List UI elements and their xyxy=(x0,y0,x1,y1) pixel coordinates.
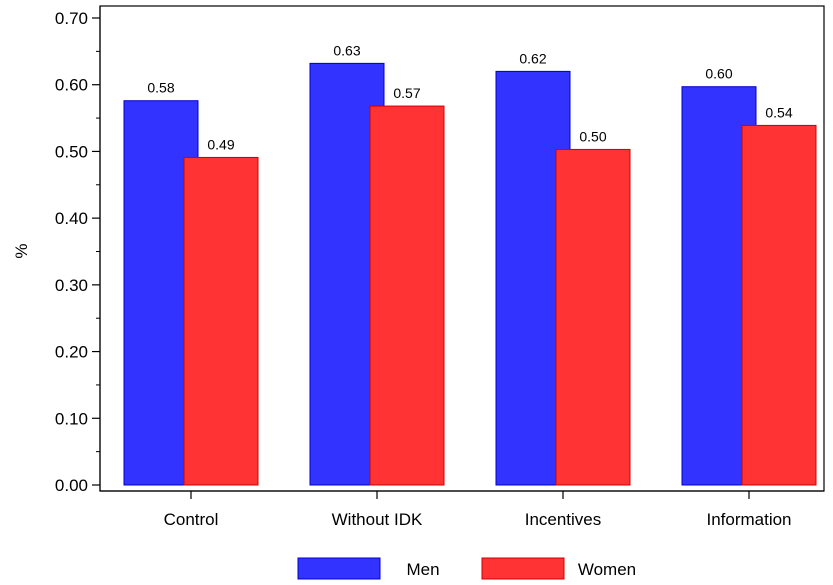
data-label: 0.60 xyxy=(705,66,732,82)
data-label: 0.62 xyxy=(519,50,546,66)
y-tick-label: 0.50 xyxy=(55,142,88,161)
legend-swatch-women xyxy=(481,557,565,580)
y-tick-label: 0.20 xyxy=(55,343,88,362)
y-tick-label: 0.00 xyxy=(55,476,88,495)
legend-label-women: Women xyxy=(578,560,636,579)
bar-women-information xyxy=(741,124,817,486)
data-label: 0.54 xyxy=(765,104,792,120)
x-axis-labels: Control Without IDK Incentives Information xyxy=(164,491,792,529)
y-axis-label: % xyxy=(12,243,31,258)
x-tick-label: Information xyxy=(706,510,791,529)
x-tick-label: Without IDK xyxy=(332,510,423,529)
data-label: 0.57 xyxy=(393,85,420,101)
y-tick-label: 0.10 xyxy=(55,409,88,428)
legend: Men Women xyxy=(297,557,636,580)
data-label: 0.49 xyxy=(207,136,234,152)
data-label: 0.50 xyxy=(579,128,606,144)
bars-group: 0.58 0.49 0.63 0.57 0.62 0.50 0.60 0.54 xyxy=(123,42,817,486)
legend-label-men: Men xyxy=(406,560,439,579)
data-label: 0.58 xyxy=(147,80,174,96)
y-tick-label: 0.30 xyxy=(55,276,88,295)
x-tick-label: Incentives xyxy=(525,510,602,529)
x-tick-label: Control xyxy=(164,510,219,529)
y-tick-label: 0.60 xyxy=(55,76,88,95)
bar-women-without-idk xyxy=(369,105,445,486)
y-axis-ticks: 0.00 0.10 0.20 0.30 0.40 0.50 0.60 0.70 xyxy=(55,9,100,495)
y-tick-label: 0.70 xyxy=(55,9,88,28)
data-label: 0.63 xyxy=(333,42,360,58)
y-tick-label: 0.40 xyxy=(55,209,88,228)
bar-women-incentives xyxy=(555,148,631,486)
bar-women-control xyxy=(183,156,259,486)
legend-swatch-men xyxy=(297,557,381,580)
